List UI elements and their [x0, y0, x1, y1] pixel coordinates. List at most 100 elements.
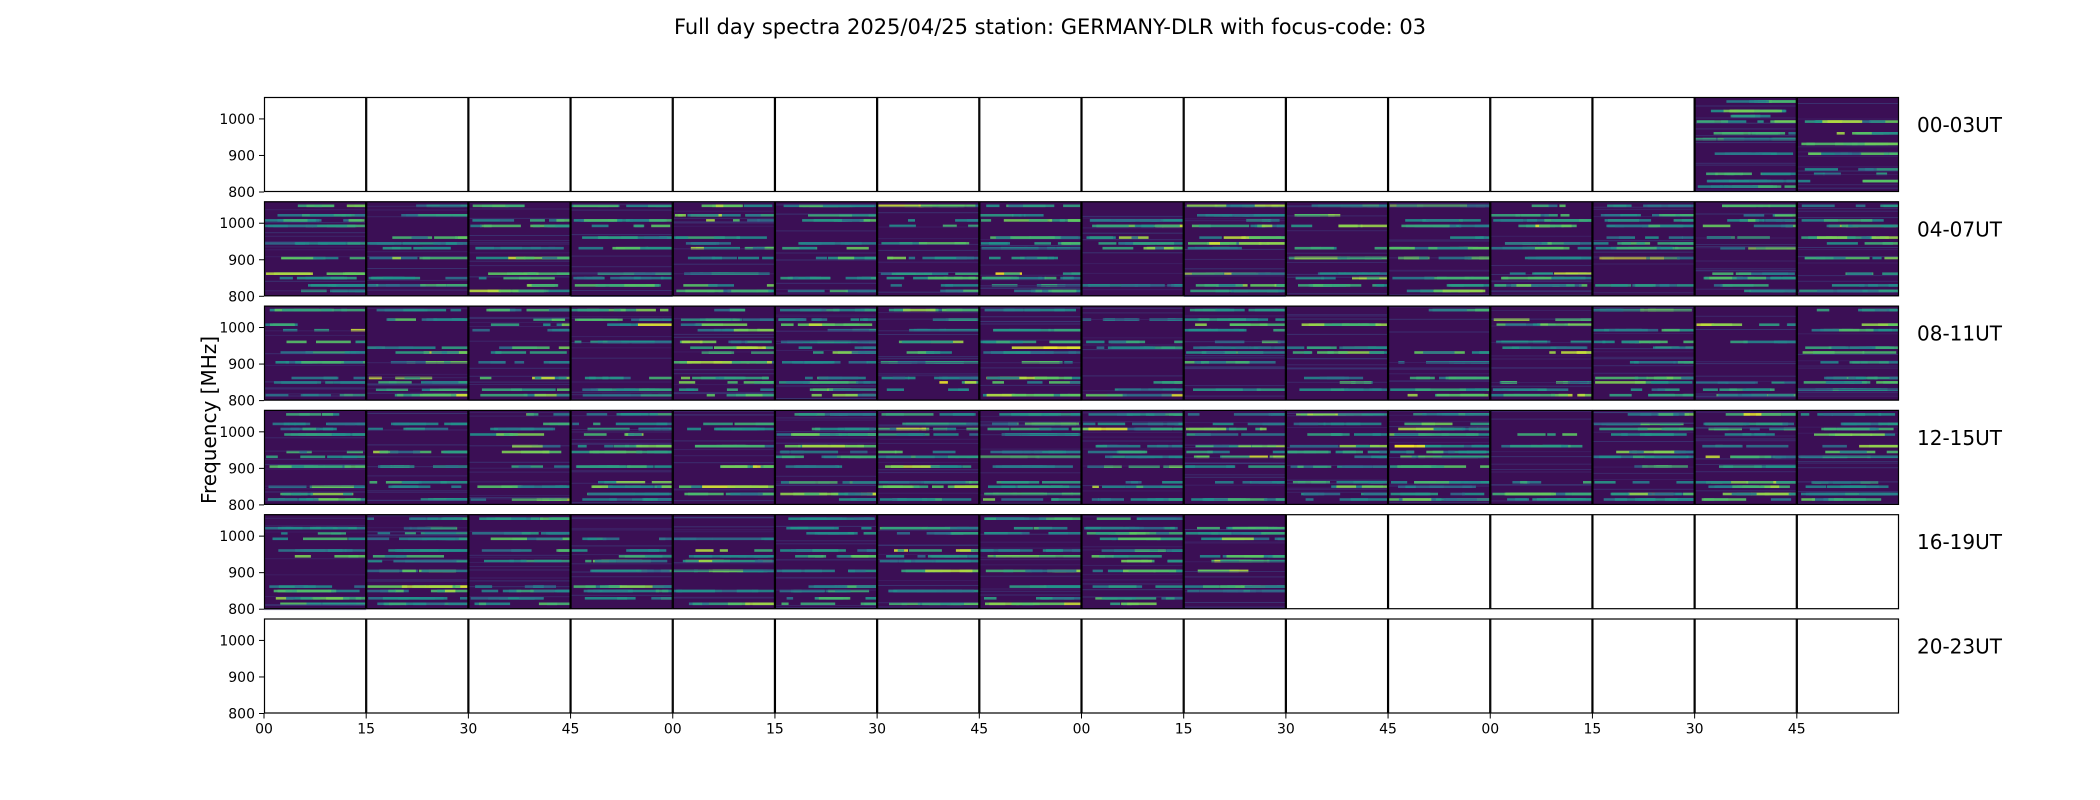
spectra-row: 800 900 1000 00-03UT — [219, 96, 2003, 201]
segment-frame — [570, 409, 673, 505]
spectrum-segment — [672, 514, 775, 610]
chart-title: Full day spectra 2025/04/25 station: GER… — [674, 15, 1426, 39]
spectrum-segment — [366, 514, 469, 610]
spectrum-segment — [1694, 305, 1797, 401]
segment-frame — [1796, 618, 1900, 714]
segment-frame — [468, 618, 571, 714]
segment-frame — [1796, 305, 1900, 401]
segment-frame — [1490, 409, 1593, 505]
spectrum-segment — [1183, 305, 1286, 401]
spectrum-segment — [1183, 409, 1286, 505]
spectrum-segment — [570, 409, 673, 505]
segment-frame — [263, 409, 367, 505]
spectrum-segment — [1285, 305, 1389, 401]
segment-frame — [774, 618, 878, 714]
row-time-label: 08-11UT — [1917, 322, 2003, 346]
y-tick-label: 900 — [228, 253, 255, 269]
segment-frame — [1490, 618, 1593, 714]
spectrum-segment — [468, 201, 571, 297]
segment-frame — [1387, 514, 1491, 610]
segment-frame — [1081, 618, 1184, 714]
segment-frame — [672, 96, 776, 193]
segment-frame — [1796, 514, 1900, 610]
segment-frame — [979, 305, 1082, 401]
y-tick-label: 800 — [228, 707, 255, 723]
segment-frame — [366, 514, 469, 610]
segment-frame — [1285, 514, 1389, 610]
y-tick-label: 900 — [228, 670, 255, 686]
spectrum-segment — [1796, 305, 1899, 401]
segment-frame — [570, 305, 673, 401]
segment-frame — [774, 409, 878, 505]
segment-frame — [672, 201, 776, 297]
segment-frame — [366, 96, 469, 193]
segment-frame — [672, 409, 776, 505]
row-time-label: 16-19UT — [1917, 530, 2003, 554]
spectrum-segment — [1592, 305, 1695, 401]
segment-frame — [877, 514, 980, 610]
segment-frame — [672, 618, 776, 714]
spectrum-segment — [877, 514, 980, 610]
segment-frame — [1387, 409, 1491, 505]
y-tick-label: 1000 — [219, 529, 255, 545]
spectrum-segment — [672, 201, 775, 297]
segment-frame — [1490, 201, 1593, 297]
y-tick-label: 1000 — [219, 425, 255, 441]
y-tick-label: 800 — [228, 185, 255, 201]
segment-frame — [468, 409, 571, 505]
segment-frame — [366, 201, 469, 297]
segment-frame — [1592, 96, 1695, 193]
spectrum-segment — [877, 201, 980, 297]
segment-frame — [1285, 409, 1389, 505]
spectrum-segment — [1490, 409, 1593, 505]
segment-frame — [1081, 305, 1184, 401]
spectrum-segment — [1388, 201, 1491, 297]
segment-frame — [1796, 201, 1900, 297]
spectrum-segment — [1796, 409, 1899, 505]
y-tick-label: 1000 — [219, 321, 255, 337]
segment-frame — [979, 96, 1082, 193]
x-tick-label: 15 — [1175, 722, 1193, 738]
spectrum-segment — [1490, 201, 1593, 297]
segment-frame — [1592, 618, 1695, 714]
segment-frame — [774, 305, 878, 401]
x-tick-label: 15 — [766, 722, 784, 738]
spectrum-segment — [1081, 201, 1184, 297]
y-tick-label: 900 — [228, 357, 255, 373]
spectra-row: 800 900 1000 20-23UT — [219, 618, 2003, 723]
y-tick-label: 900 — [228, 461, 255, 477]
segment-frame — [877, 96, 980, 193]
segment-frame — [1694, 201, 1797, 297]
segment-frame — [366, 618, 469, 714]
spectrum-segment — [570, 305, 673, 401]
spectrum-segment — [366, 201, 469, 297]
x-tick-label: 00 — [1481, 722, 1499, 738]
y-tick-label: 800 — [228, 394, 255, 410]
segment-frame — [263, 618, 367, 714]
x-tick-label: 00 — [664, 722, 682, 738]
segment-frame — [1694, 409, 1797, 505]
x-tick-label: 00 — [255, 722, 273, 738]
segment-frame — [1387, 618, 1491, 714]
segment-frame — [263, 96, 367, 193]
spectrum-segment — [1694, 201, 1797, 297]
y-tick-label: 1000 — [219, 633, 255, 649]
x-tick-label: 45 — [562, 722, 580, 738]
segment-frame — [1490, 514, 1593, 610]
spectrum-segment — [877, 305, 980, 401]
segment-frame — [1183, 96, 1286, 193]
spectrum-segment — [1081, 514, 1184, 610]
spectra-row: 800 900 1000 12-15UT — [219, 409, 2003, 514]
spectrum-segment — [468, 409, 571, 505]
spectrum-segment — [1796, 201, 1899, 297]
spectrum-segment — [366, 305, 469, 401]
y-tick-label: 800 — [228, 289, 255, 305]
segment-frame — [1285, 618, 1389, 714]
segment-frame — [1183, 201, 1286, 297]
spectrum-segment — [1183, 514, 1286, 610]
segment-frame — [877, 305, 980, 401]
segment-frame — [877, 409, 980, 505]
segment-frame — [672, 305, 776, 401]
segment-frame — [468, 514, 571, 610]
segment-frame — [1285, 96, 1389, 193]
